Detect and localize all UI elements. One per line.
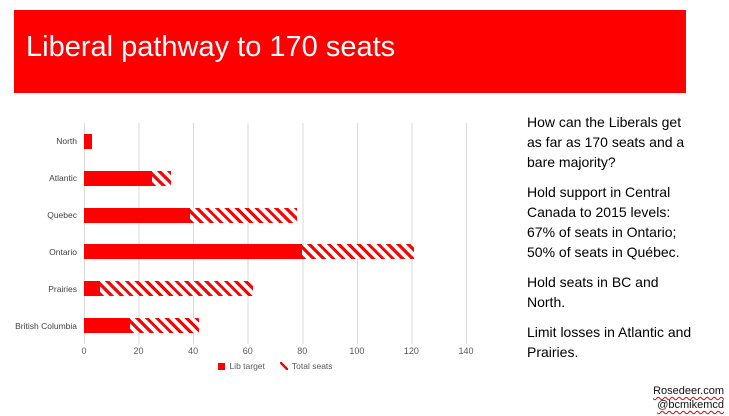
legend-label: Total seats (291, 361, 333, 371)
category-label: Ontario (49, 246, 77, 257)
x-tick-label: 20 (133, 346, 144, 356)
x-tick-label: 140 (458, 346, 474, 356)
bar-total-seats (190, 208, 297, 223)
bar-total-seats (152, 171, 172, 186)
credit-handle: @bcmikemcd (657, 399, 724, 411)
legend-item: Total seats (279, 361, 333, 371)
commentary-paragraph: How can the Liberals get as far as 170 s… (527, 114, 685, 170)
bar-lib-target (84, 134, 93, 149)
commentary-paragraph: Hold seats in BC and North. (527, 274, 659, 310)
credit-footer: Rosedeer.com @bcmikemcd (653, 384, 724, 412)
chart-legend: Lib target Total seats (84, 361, 467, 371)
legend-item: Lib target (218, 361, 265, 371)
legend-label: Lib target (229, 361, 265, 371)
commentary-text: How can the Liberals get as far as 170 s… (527, 112, 725, 372)
commentary-paragraph: Limit losses in Atlantic and Prairies. (527, 324, 692, 360)
bar-lib-target (84, 208, 191, 223)
x-tick-label: 80 (297, 346, 308, 356)
category-label: Prairies (48, 283, 77, 294)
x-tick-label: 100 (349, 346, 365, 356)
title-banner: Liberal pathway to 170 seats (14, 10, 686, 93)
x-tick-label: 0 (81, 346, 87, 356)
category-label: Atlantic (49, 173, 77, 184)
commentary-paragraph: Hold support in Central Canada to 2015 l… (527, 184, 680, 260)
plot-area (84, 123, 467, 344)
bar-lib-target (84, 244, 303, 259)
bar-total-seats (302, 244, 415, 259)
bar-lib-target (84, 171, 153, 186)
x-tick-label: 120 (403, 346, 419, 356)
credit-site: Rosedeer.com (653, 385, 724, 397)
bar-total-seats (100, 281, 254, 296)
category-axis: North Atlantic Quebec Ontario Prairies Britis… (0, 123, 77, 344)
bar-total-seats (130, 318, 199, 333)
slide-title: Liberal pathway to 170 seats (26, 31, 396, 63)
bar-lib-target (84, 318, 131, 333)
bar-lib-target (84, 281, 101, 296)
legend-hatch-swatch-icon (279, 362, 288, 370)
legend-solid-swatch-icon (218, 362, 226, 370)
category-label: North (56, 136, 77, 147)
category-label: Quebec (47, 210, 77, 221)
x-tick-label: 60 (242, 346, 253, 356)
x-tick-label: 40 (188, 346, 199, 356)
category-label: British Columbia (15, 320, 77, 331)
